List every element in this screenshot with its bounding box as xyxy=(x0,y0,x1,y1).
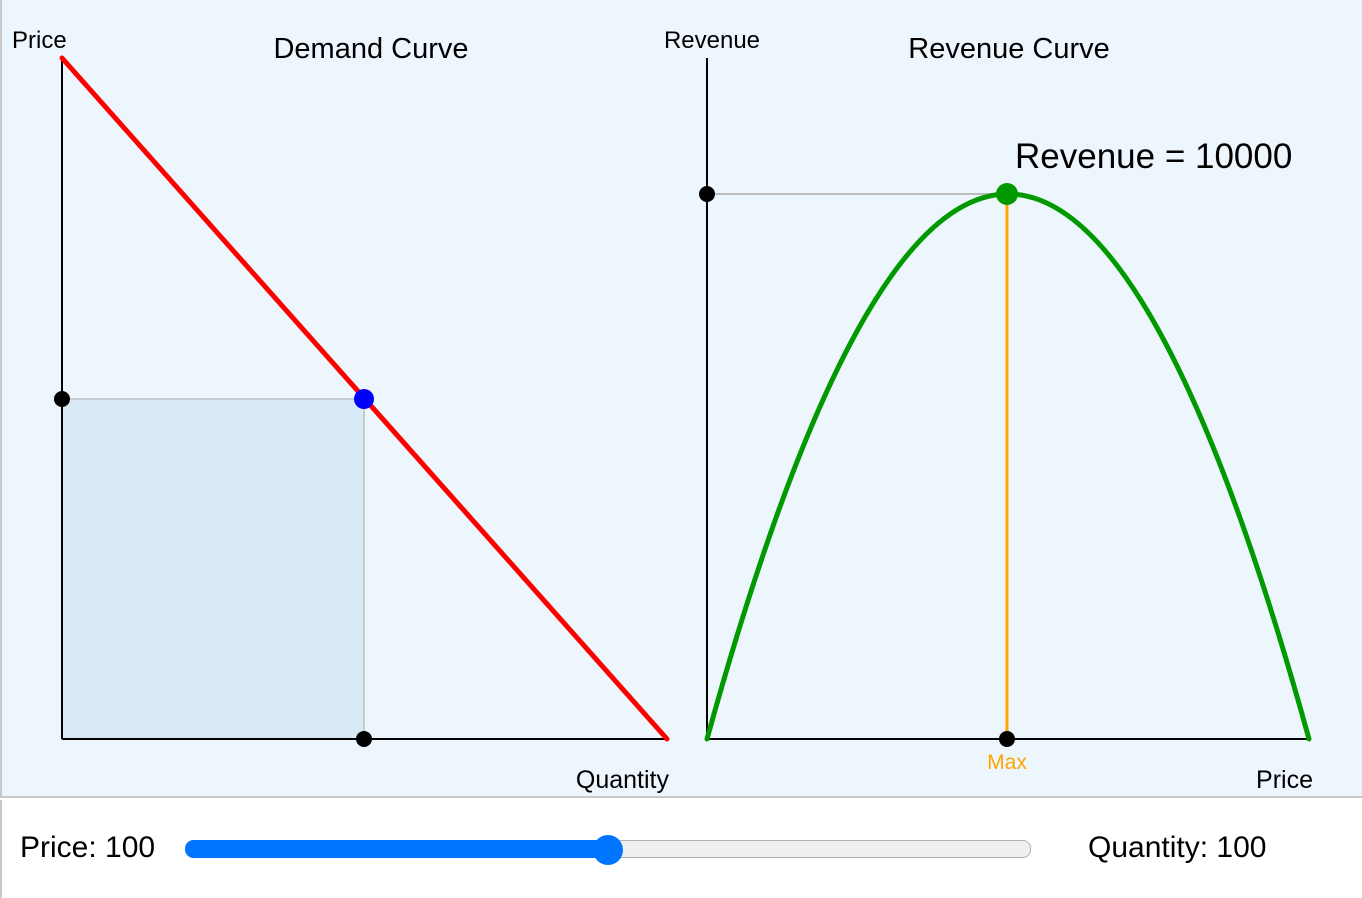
demand-chart-title: Demand Curve xyxy=(273,33,468,65)
demand-x-axis-label: Quantity xyxy=(576,766,670,794)
controls-bar xyxy=(0,800,1362,898)
slider-fill xyxy=(185,840,608,858)
quantity-axis-marker xyxy=(356,731,372,747)
current-demand-point[interactable] xyxy=(354,389,374,409)
price-slider[interactable] xyxy=(185,835,1031,865)
charts-svg: Price Demand Curve Quantity Revenue Reve… xyxy=(12,27,1313,794)
current-revenue-point xyxy=(996,183,1018,205)
max-label: Max xyxy=(987,751,1027,774)
price-label: Price: 100 xyxy=(20,831,156,864)
revenue-rectangle xyxy=(61,398,365,740)
price-axis-max-marker xyxy=(999,731,1015,747)
price-axis-marker xyxy=(54,391,70,407)
chart-canvas: Price Demand Curve Quantity Revenue Reve… xyxy=(0,0,1362,798)
revenue-y-axis-label: Revenue xyxy=(664,27,760,54)
slider-thumb[interactable] xyxy=(593,835,623,865)
revenue-x-axis-label: Price xyxy=(1256,766,1313,794)
quantity-label: Quantity: 100 xyxy=(1088,831,1267,864)
revenue-axis-marker xyxy=(699,186,715,202)
revenue-annotation: Revenue = 10000 xyxy=(1015,137,1292,176)
demand-y-axis-label: Price xyxy=(12,27,67,54)
revenue-chart-title: Revenue Curve xyxy=(908,33,1110,65)
